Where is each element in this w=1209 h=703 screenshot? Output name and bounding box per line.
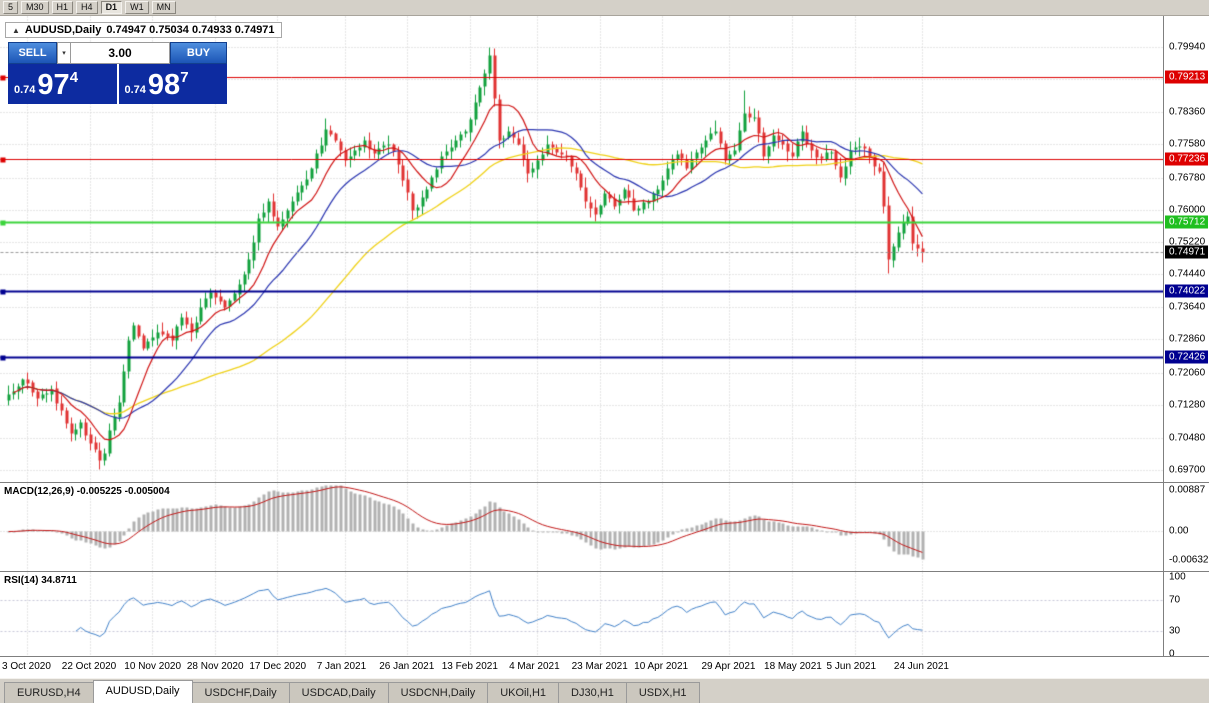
price-axis-label: 0.77580 bbox=[1169, 138, 1206, 150]
bid-price-big-digits: 97 bbox=[37, 69, 70, 101]
chart-tab-ukoil-h1[interactable]: UKOil,H1 bbox=[487, 682, 560, 703]
price-axis-label: 0.72060 bbox=[1169, 367, 1206, 378]
date-axis-label: 10 Nov 2020 bbox=[124, 661, 182, 672]
rsi-panel-canvas[interactable] bbox=[0, 572, 1163, 656]
current-price-badge: 0.74971 bbox=[1165, 245, 1208, 259]
sell-button[interactable]: SELL bbox=[8, 42, 57, 64]
price-level-badge: 0.75712 bbox=[1165, 215, 1208, 229]
chart-tab-audusd-daily[interactable]: AUDUSD,Daily bbox=[92, 680, 193, 703]
chart-window: ▲ AUDUSD,Daily 0.74947 0.75034 0.74933 0… bbox=[0, 16, 1163, 656]
chart-tab-dj30-h1[interactable]: DJ30,H1 bbox=[558, 682, 627, 703]
date-axis-label: 24 Jun 2021 bbox=[893, 661, 949, 672]
date-axis[interactable]: 3 Oct 2020 22 Oct 2020 10 Nov 2020 28 Nov 2… bbox=[0, 656, 1209, 678]
price-axis-label: 0.76000 bbox=[1169, 204, 1206, 216]
chevron-down-icon: ▾ bbox=[62, 50, 66, 57]
timeframe-button-5[interactable]: 5 bbox=[3, 1, 19, 14]
macd-axis-label: 0.00887 bbox=[1169, 484, 1206, 496]
date-axis-label: 26 Jan 2021 bbox=[379, 661, 435, 672]
collapse-trade-panel-icon[interactable]: ▲ bbox=[12, 25, 20, 35]
rsi-axis-label: 30 bbox=[1169, 625, 1181, 637]
chart-title-box: ▲ AUDUSD,Daily 0.74947 0.75034 0.74933 0… bbox=[5, 22, 282, 38]
macd-panel-canvas[interactable] bbox=[0, 483, 1163, 571]
price-axis-label: 0.74440 bbox=[1169, 268, 1206, 280]
chart-ohlc-label: 0.74947 0.75034 0.74933 0.74971 bbox=[106, 24, 275, 36]
timeframe-button-h1[interactable]: H1 bbox=[51, 1, 74, 14]
date-axis-label: 5 Jun 2021 bbox=[826, 661, 877, 672]
bid-price-prefix: 0.74 bbox=[14, 84, 36, 96]
rsi-indicator-label: RSI(14) 34.8711 bbox=[4, 575, 77, 586]
ask-price-big-digits: 98 bbox=[147, 69, 181, 101]
chart-tab-eurusd-h4[interactable]: EURUSD,H4 bbox=[4, 682, 94, 703]
one-click-trading-panel: SELL ▾ 3.00 BUY 0.74 97 4 0.74 98 7 bbox=[8, 42, 227, 104]
bid-price-pip-fraction: 4 bbox=[69, 69, 79, 86]
price-axis-label: 0.79940 bbox=[1169, 41, 1206, 53]
price-axis-label: 0.71280 bbox=[1169, 399, 1206, 411]
chart-tab-usdcad-daily[interactable]: USDCAD,Daily bbox=[288, 682, 389, 703]
timeframe-button-d1[interactable]: D1 bbox=[100, 1, 123, 14]
price-level-badge: 0.79213 bbox=[1165, 70, 1208, 84]
date-axis-label: 23 Mar 2021 bbox=[571, 661, 628, 672]
date-axis-label: 17 Dec 2020 bbox=[249, 661, 307, 672]
chart-symbol-label: AUDUSD,Daily bbox=[24, 24, 102, 36]
price-level-badge: 0.72426 bbox=[1165, 350, 1208, 364]
price-level-badge: 0.77236 bbox=[1165, 152, 1208, 166]
date-axis-label: 22 Oct 2020 bbox=[61, 661, 117, 672]
volume-input[interactable]: 3.00 bbox=[71, 42, 170, 64]
date-axis-label: 29 Apr 2021 bbox=[701, 661, 756, 672]
chart-tab-bar: EURUSD,H4 AUDUSD,Daily USDCHF,Daily USDCAD,… bbox=[0, 678, 1209, 703]
price-axis-label: 0.76780 bbox=[1169, 172, 1206, 184]
chart-tab-usdx-h1[interactable]: USDX,H1 bbox=[625, 682, 700, 703]
date-axis-label: 18 May 2021 bbox=[764, 661, 822, 672]
timeframe-button-w1[interactable]: W1 bbox=[125, 1, 149, 14]
macd-axis-label: -0.00632 bbox=[1169, 554, 1209, 566]
bid-price-display[interactable]: 0.74 97 4 bbox=[8, 64, 117, 104]
volume-dropdown-button[interactable]: ▾ bbox=[57, 42, 71, 64]
ask-price-prefix: 0.74 bbox=[124, 84, 146, 96]
rsi-axis-label: 70 bbox=[1169, 594, 1181, 606]
buy-button[interactable]: BUY bbox=[170, 42, 227, 64]
price-axis-label: 0.75220 bbox=[1169, 236, 1206, 248]
price-axis[interactable]: 0.799400.791600.783600.775800.767800.760… bbox=[1163, 16, 1209, 660]
date-axis-label: 13 Feb 2021 bbox=[441, 661, 498, 672]
panel-splitter[interactable] bbox=[0, 571, 1209, 572]
chart-tab-usdcnh-daily[interactable]: USDCNH,Daily bbox=[387, 682, 489, 703]
date-axis-label: 4 Mar 2021 bbox=[509, 661, 560, 672]
date-axis-label: 7 Jan 2021 bbox=[316, 661, 367, 672]
date-axis-label: 28 Nov 2020 bbox=[186, 661, 244, 672]
ask-price-display[interactable]: 0.74 98 7 bbox=[118, 64, 227, 104]
date-axis-label: 3 Oct 2020 bbox=[2, 661, 51, 672]
timeframe-button-m30[interactable]: M30 bbox=[21, 1, 49, 14]
timeframe-button-mn[interactable]: MN bbox=[151, 1, 176, 14]
chart-tab-usdchf-daily[interactable]: USDCHF,Daily bbox=[191, 682, 290, 703]
price-axis-label: 0.69700 bbox=[1169, 464, 1206, 476]
price-axis-label: 0.70480 bbox=[1169, 432, 1206, 444]
ask-price-pip-fraction: 7 bbox=[180, 69, 189, 86]
price-axis-label: 0.78360 bbox=[1169, 106, 1206, 118]
panel-splitter[interactable] bbox=[0, 482, 1209, 483]
macd-axis-label: 0.00 bbox=[1169, 525, 1189, 537]
macd-indicator-label: MACD(12,26,9) -0.005225 -0.005004 bbox=[4, 486, 170, 497]
rsi-axis-label: 100 bbox=[1169, 571, 1186, 583]
date-axis-label: 10 Apr 2021 bbox=[634, 661, 689, 672]
price-axis-label: 0.72860 bbox=[1169, 333, 1206, 345]
rsi-axis-label: 0 bbox=[1169, 648, 1175, 660]
price-level-badge: 0.74022 bbox=[1165, 284, 1208, 298]
timeframe-button-h4[interactable]: H4 bbox=[76, 1, 98, 14]
timeframe-toolbar: 5 M30 H1 H4 D1 W1 MN bbox=[0, 0, 1209, 16]
price-axis-label: 0.73640 bbox=[1169, 301, 1206, 313]
